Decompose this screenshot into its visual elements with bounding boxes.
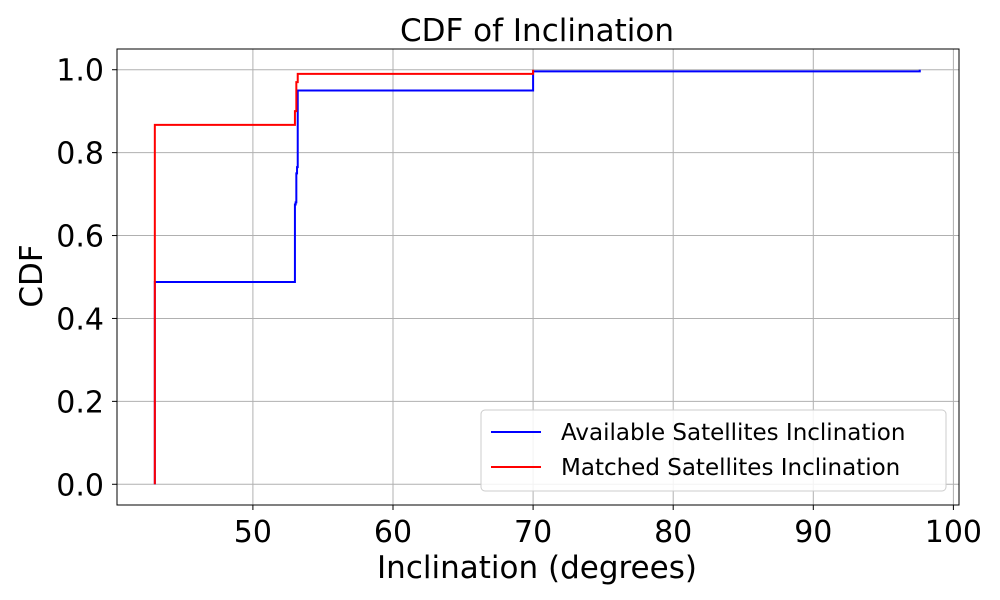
- y-tick-label: 1.0: [56, 54, 104, 89]
- y-tick-label: 0.8: [56, 137, 104, 172]
- legend-box: [480, 409, 947, 492]
- x-tick-label: 50: [234, 515, 272, 550]
- axis-ticks: 50 60 70 80 90 100 0.0 0.2 0.4 0.6 0.8 1.0: [56, 54, 982, 550]
- legend-label: Matched Satellites Inclination: [561, 455, 900, 481]
- axes-frame: [116, 48, 960, 506]
- available-series-line: [153, 69, 921, 485]
- x-tick-label: 90: [794, 515, 832, 550]
- y-tick-label: 0.4: [56, 302, 104, 337]
- x-tick-label: 80: [654, 515, 692, 550]
- x-axis-label: Inclination (degrees): [377, 550, 697, 586]
- grid-lines: [117, 49, 959, 505]
- series-layer: [153, 69, 921, 485]
- chart-title: CDF of Inclination: [400, 13, 674, 49]
- x-tick-label: 60: [374, 515, 412, 550]
- y-tick-label: 0.2: [56, 385, 104, 420]
- legend: Available Satellites Inclination Matched …: [480, 409, 947, 492]
- x-tick-label: 70: [514, 515, 552, 550]
- legend-label: Available Satellites Inclination: [561, 420, 905, 446]
- y-tick-label: 0.6: [56, 220, 104, 255]
- matched-series-line: [153, 69, 535, 485]
- x-tick-label: 100: [925, 515, 982, 550]
- y-axis-label: CDF: [14, 244, 50, 307]
- y-tick-label: 0.0: [56, 468, 104, 503]
